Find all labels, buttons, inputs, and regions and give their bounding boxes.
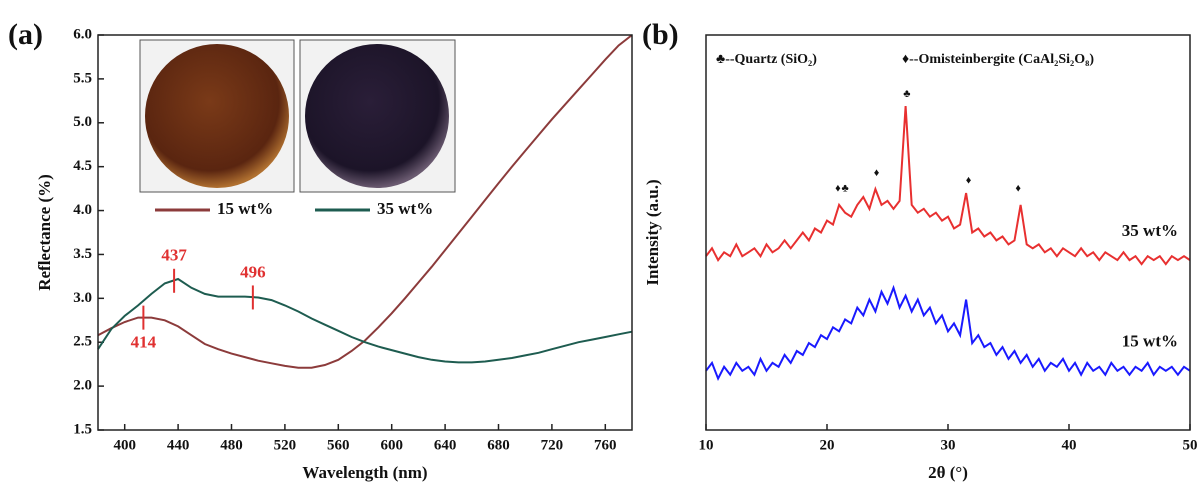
x-tick-label: 600 bbox=[380, 437, 403, 453]
x-tick-label: 720 bbox=[541, 437, 564, 453]
x-axis-label: Wavelength (nm) bbox=[302, 463, 427, 482]
y-tick-label: 3.5 bbox=[73, 246, 92, 262]
x-tick-label: 760 bbox=[594, 437, 617, 453]
phase-marker: ♣ bbox=[903, 88, 910, 100]
legend-label: 15 wt% bbox=[217, 199, 273, 218]
y-tick-label: 4.0 bbox=[73, 202, 92, 218]
peak-label: 437 bbox=[161, 246, 187, 265]
x-tick-label: 480 bbox=[220, 437, 243, 453]
series-label: 35 wt% bbox=[1122, 221, 1178, 240]
peak-label: 414 bbox=[131, 333, 157, 352]
x-tick-label: 50 bbox=[1183, 437, 1198, 453]
x-tick-label: 30 bbox=[941, 437, 956, 453]
series-line bbox=[97, 277, 633, 364]
series-line bbox=[97, 34, 633, 369]
peak-label: 496 bbox=[240, 262, 266, 281]
y-axis-label: Intensity (a.u.) bbox=[643, 179, 662, 285]
x-tick-label: 440 bbox=[167, 437, 190, 453]
phase-marker: ♦ bbox=[1015, 183, 1021, 195]
series-label: 15 wt% bbox=[1122, 332, 1178, 351]
x-axis-label: 2θ (°) bbox=[928, 463, 968, 482]
y-tick-label: 5.5 bbox=[73, 70, 92, 86]
x-tick-label: 20 bbox=[820, 437, 835, 453]
x-tick-label: 400 bbox=[113, 437, 136, 453]
phase-marker: ♣ bbox=[842, 183, 849, 195]
x-tick-label: 520 bbox=[274, 437, 297, 453]
phase-legend: ♣--Quartz (SiO₂) bbox=[716, 52, 817, 67]
sample-photo bbox=[305, 44, 449, 188]
x-tick-label: 10 bbox=[699, 437, 714, 453]
series-line bbox=[705, 106, 1191, 266]
x-tick-label: 40 bbox=[1062, 437, 1077, 453]
panel-label: (a) bbox=[8, 18, 43, 51]
x-tick-label: 680 bbox=[487, 437, 510, 453]
series-line bbox=[705, 284, 1191, 382]
x-tick-label: 560 bbox=[327, 437, 350, 453]
y-tick-label: 2.0 bbox=[73, 378, 92, 394]
phase-legend: ♦--Omisteinbergite (CaAl₂Si₂O₈) bbox=[902, 52, 1094, 67]
y-tick-label: 3.0 bbox=[73, 290, 92, 306]
panel-label: (b) bbox=[642, 18, 679, 51]
legend-label: 35 wt% bbox=[377, 199, 433, 218]
phase-marker: ♦ bbox=[835, 183, 841, 195]
x-tick-label: 640 bbox=[434, 437, 457, 453]
plot-frame bbox=[705, 34, 1191, 431]
y-tick-label: 1.5 bbox=[73, 421, 92, 437]
y-tick-label: 5.0 bbox=[73, 114, 92, 130]
inset-photos bbox=[139, 39, 456, 193]
y-tick-label: 6.0 bbox=[73, 26, 92, 42]
y-axis-label: Reflectance (%) bbox=[35, 174, 54, 291]
sample-photo bbox=[145, 44, 289, 188]
y-tick-label: 4.5 bbox=[73, 158, 92, 174]
phase-marker: ♦ bbox=[874, 167, 880, 179]
phase-marker: ♦ bbox=[966, 175, 972, 187]
y-tick-label: 2.5 bbox=[73, 334, 92, 350]
plot-frame bbox=[97, 34, 633, 431]
